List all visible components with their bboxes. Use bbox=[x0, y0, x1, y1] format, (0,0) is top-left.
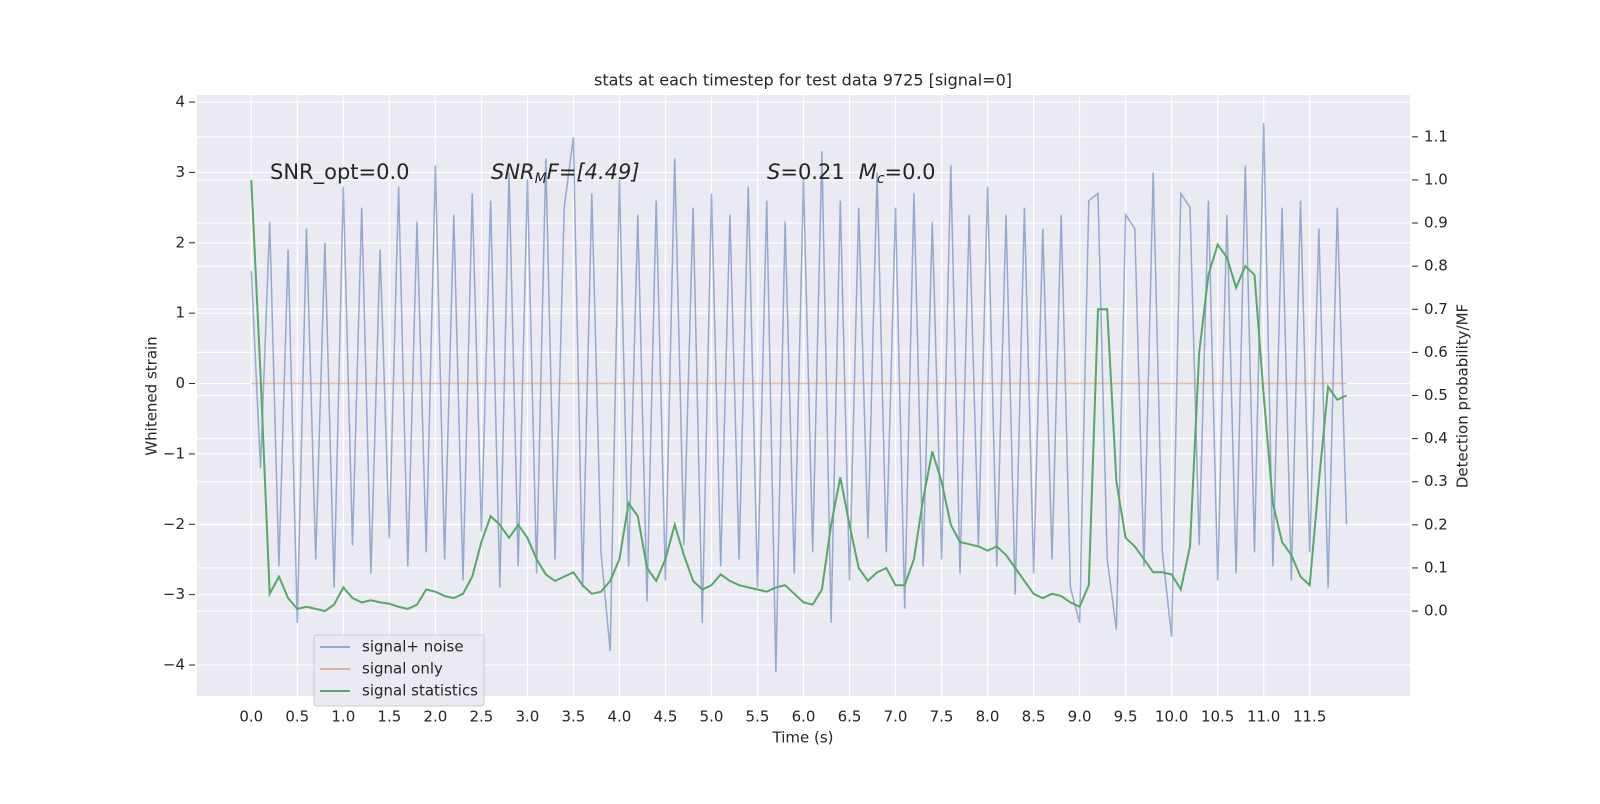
x-tick-label: 5.0 bbox=[700, 708, 724, 726]
x-tick-label: 0.5 bbox=[285, 708, 309, 726]
y-tick-label: 4 bbox=[175, 93, 185, 111]
y2-tick-label: 0.8 bbox=[1424, 257, 1448, 275]
y-tick-label: −1 bbox=[163, 444, 185, 462]
x-tick-label: 10.5 bbox=[1201, 708, 1234, 726]
legend-label: signal+ noise bbox=[362, 638, 464, 656]
annotation-part: F=[4.49] bbox=[547, 160, 640, 184]
y-tick-label: 3 bbox=[175, 163, 185, 181]
annotation: SNRMF=[4.49] bbox=[491, 160, 640, 187]
series-line bbox=[250, 123, 1348, 673]
y2-tick-label: 0.7 bbox=[1424, 300, 1448, 318]
x-tick-label: 8.5 bbox=[1022, 708, 1046, 726]
x-tick-label: 10.0 bbox=[1155, 708, 1188, 726]
y-tick-label: 2 bbox=[175, 233, 185, 251]
x-tick-label: 11.5 bbox=[1293, 708, 1326, 726]
x-axis-label: Time (s) bbox=[772, 729, 834, 747]
x-tick-label: 2.0 bbox=[423, 708, 447, 726]
annotation-part: S bbox=[767, 160, 780, 184]
legend-label: signal statistics bbox=[362, 682, 478, 700]
y2-axis-label: Detection probability/MF bbox=[1454, 304, 1472, 488]
x-tick-label: 7.0 bbox=[884, 708, 908, 726]
y2-tick-label: 0.9 bbox=[1424, 214, 1448, 232]
annotation-part: c bbox=[877, 171, 885, 187]
marks bbox=[250, 123, 1348, 673]
x-tick-label: 5.5 bbox=[746, 708, 770, 726]
y2-tick-label: 0.0 bbox=[1424, 602, 1448, 620]
y2-tick-label: 0.2 bbox=[1424, 515, 1448, 533]
x-tick-label: 6.5 bbox=[838, 708, 862, 726]
y-tick-label: 1 bbox=[175, 304, 185, 322]
x-tick-label: 3.0 bbox=[515, 708, 539, 726]
annotation: SNR_opt=0.0 bbox=[270, 160, 410, 185]
y2-tick-label: 0.3 bbox=[1424, 472, 1448, 490]
series-line bbox=[250, 179, 1347, 613]
y2-tick-label: 0.5 bbox=[1424, 386, 1448, 404]
y-tick-label: −4 bbox=[163, 656, 185, 674]
legend-box bbox=[313, 634, 485, 707]
y-tick-label: −2 bbox=[163, 515, 185, 533]
x-tick-label: 7.5 bbox=[930, 708, 954, 726]
y-tick-label: 0 bbox=[175, 374, 185, 392]
y-tick-label: −3 bbox=[163, 585, 185, 603]
legend: signal+ noise signal only signal statistic… bbox=[313, 634, 485, 707]
chart-title: stats at each timestep for test data 972… bbox=[594, 71, 1012, 90]
annotation-part: M bbox=[859, 160, 877, 184]
annotation-part: =0.0 bbox=[885, 160, 936, 184]
x-tick-label: 4.5 bbox=[654, 708, 678, 726]
annotation-part: M bbox=[535, 171, 547, 187]
x-tick-label: 9.5 bbox=[1114, 708, 1138, 726]
y2-tick-label: 1.0 bbox=[1424, 170, 1448, 188]
annotation-part: =0.21 bbox=[780, 160, 844, 184]
x-tick-label: 3.5 bbox=[561, 708, 585, 726]
x-tick-label: 8.0 bbox=[976, 708, 1000, 726]
x-tick-label: 1.0 bbox=[331, 708, 355, 726]
annotation: S=0.21 Mc=0.0 bbox=[767, 160, 936, 187]
y-axis-label: Whitened strain bbox=[143, 336, 161, 455]
x-tick-label: 0.0 bbox=[239, 708, 263, 726]
y2-tick-label: 0.6 bbox=[1424, 343, 1448, 361]
annotation-part: SNR bbox=[491, 160, 535, 184]
y2-tick-label: 0.4 bbox=[1424, 429, 1448, 447]
y2-tick-label: 1.1 bbox=[1424, 127, 1448, 145]
y2-tick-label: 0.1 bbox=[1424, 558, 1448, 576]
x-tick-label: 11.0 bbox=[1247, 708, 1280, 726]
x-tick-label: 9.0 bbox=[1068, 708, 1092, 726]
x-tick-label: 4.0 bbox=[608, 708, 632, 726]
x-tick-label: 1.5 bbox=[377, 708, 401, 726]
x-tick-label: 2.5 bbox=[469, 708, 493, 726]
x-tick-label: 6.0 bbox=[792, 708, 816, 726]
legend-label: signal only bbox=[362, 660, 443, 678]
